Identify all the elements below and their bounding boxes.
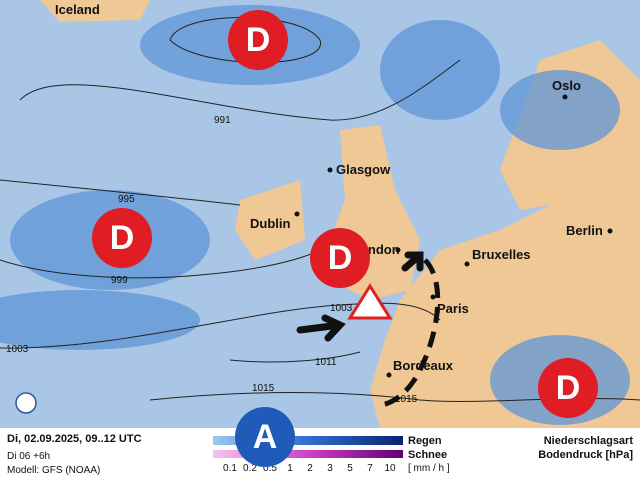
rain-label: Regen [408, 435, 442, 447]
arrow [401, 251, 424, 272]
center-label: D [246, 21, 271, 59]
center-label: D [110, 219, 135, 257]
scale-labels: 0.1 0.2 0.5 1 2 3 5 7 10 [223, 463, 396, 474]
city-dots [294, 94, 613, 378]
isobar-label: 1003 [6, 344, 29, 355]
low-center: D [228, 10, 288, 70]
city-label: Glasgow [336, 162, 391, 177]
rain-scale [213, 436, 403, 445]
isobar-label: 1011 [315, 357, 337, 368]
unit: [ mm / h ] [408, 463, 450, 474]
globe-icon[interactable] [15, 392, 37, 414]
city-label: Berlin [566, 223, 603, 238]
land [235, 180, 305, 260]
center-label: D [556, 369, 581, 407]
city-label: Iceland [55, 2, 100, 17]
center-label: A [253, 418, 278, 456]
snow-scale [213, 450, 403, 458]
warning-icon [347, 283, 393, 320]
scale-label: 2 [307, 463, 313, 474]
front [379, 258, 441, 408]
type-label: Niederschlagsart [544, 435, 634, 447]
city-label: Paris [437, 301, 469, 316]
low-center: D [92, 208, 152, 268]
snow-label: Schnee [408, 449, 447, 461]
low-center: D [310, 228, 370, 288]
scale-label: 1 [287, 463, 293, 474]
isobar-label: 995 [118, 194, 135, 205]
model: Modell: GFS (NOAA) [7, 465, 100, 476]
center-label: D [328, 239, 353, 277]
isobar-label: 1015 [252, 383, 275, 394]
high-center: A [235, 407, 295, 467]
scale-label: 0.5 [263, 463, 277, 474]
footer: Di, 02.09.2025, 09..12 UTC Di 06 +6h Mod… [0, 407, 640, 478]
scale-label: 10 [384, 463, 396, 474]
city-label: Bruxelles [472, 247, 531, 262]
scale-label: 7 [367, 463, 373, 474]
city-label: Dublin [250, 216, 290, 231]
isobar-lines [0, 17, 640, 402]
isobar-label: 991 [214, 115, 231, 126]
scale-label: 0.1 [223, 463, 237, 474]
low-center: D [538, 358, 598, 418]
pressure-label: Bodendruck [hPa] [538, 449, 633, 461]
arrow [296, 314, 346, 342]
isobar-label: 1003 [330, 303, 353, 314]
city-label: Oslo [552, 78, 581, 93]
city-label: Bordeaux [393, 358, 454, 373]
date: Di, 02.09.2025, 09..12 UTC [7, 433, 142, 445]
isobar-label: 999 [111, 275, 128, 286]
land [40, 0, 150, 22]
run: Di 06 +6h [7, 451, 50, 462]
scale-label: 3 [327, 463, 333, 474]
map: Iceland Glasgow Dublin London Bruxelles … [0, 0, 640, 428]
isobar-label: 1015 [395, 394, 418, 405]
scale-label: 0.2 [243, 463, 257, 474]
scale-label: 5 [347, 463, 353, 474]
